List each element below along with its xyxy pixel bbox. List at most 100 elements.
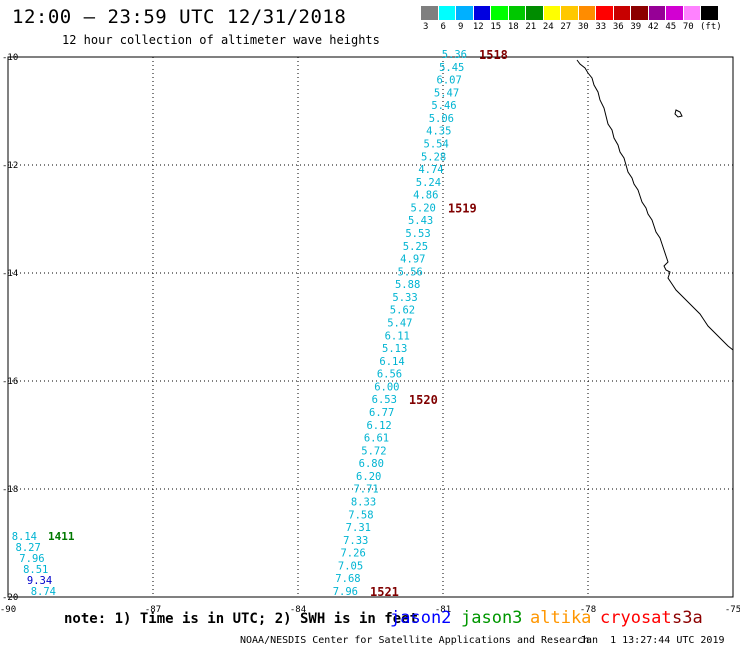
legend-bin-label: 45 bbox=[665, 22, 677, 32]
swh-value: 5.56 bbox=[398, 266, 423, 278]
swh-value: 4.35 bbox=[426, 126, 451, 138]
legend-swatch bbox=[631, 6, 649, 20]
legend-swatch bbox=[473, 6, 491, 20]
legend-bin-label: 27 bbox=[560, 22, 572, 32]
swh-value: 6.80 bbox=[359, 458, 384, 470]
legend-bin-label: 42 bbox=[647, 22, 659, 32]
legend-bin-label: 30 bbox=[577, 22, 589, 32]
swh-value: 8.51 bbox=[23, 564, 48, 576]
swh-value: 6.20 bbox=[356, 471, 381, 483]
legend-swatch bbox=[596, 6, 614, 20]
legend-swatch bbox=[543, 6, 561, 20]
legend-bin-label: 70 bbox=[682, 22, 694, 32]
y-tick-label: -12 bbox=[2, 161, 18, 171]
track-main: 5.365.456.075.475.465.064.355.545.284.74… bbox=[333, 48, 508, 599]
y-tick-label: -14 bbox=[2, 269, 18, 279]
pass-time-label: 1520 bbox=[409, 393, 438, 407]
legend-bin-label: 18 bbox=[507, 22, 519, 32]
x-tick-label: -78 bbox=[580, 605, 596, 615]
legend-swatch bbox=[508, 6, 526, 20]
swh-value: 6.53 bbox=[372, 394, 397, 406]
swh-value: 5.25 bbox=[403, 241, 428, 253]
legend-swatch bbox=[683, 6, 701, 20]
swh-value: 5.20 bbox=[411, 202, 436, 214]
swh-value: 6.56 bbox=[377, 369, 402, 381]
legend-swatch bbox=[578, 6, 596, 20]
swh-value: 6.00 bbox=[374, 381, 399, 393]
satellite-jason3: jason3 bbox=[461, 608, 523, 628]
swh-value: 5.47 bbox=[434, 87, 459, 99]
x-tick-label: -90 bbox=[0, 605, 16, 615]
swh-value: 5.46 bbox=[431, 100, 456, 112]
legend-bin-label: 9 bbox=[458, 22, 464, 32]
y-tick-label: -16 bbox=[2, 377, 18, 387]
legend-bin-label: 3 bbox=[423, 22, 429, 32]
x-tick-label: -84 bbox=[290, 605, 306, 615]
x-tick-label: -81 bbox=[435, 605, 451, 615]
swh-value: 5.28 bbox=[421, 151, 446, 163]
pass-time-label: 1411 bbox=[48, 530, 75, 543]
satellite-s3a: s3a bbox=[672, 608, 703, 628]
swh-value: 6.77 bbox=[369, 407, 394, 419]
pass-time-label: 1521 bbox=[370, 585, 399, 599]
swh-value: 5.53 bbox=[405, 228, 430, 240]
legend-swatch bbox=[421, 6, 439, 20]
legend-bin-label: 12 bbox=[472, 22, 484, 32]
map-title: 12:00 – 23:59 UTC 12/31/2018 bbox=[12, 6, 347, 28]
legend-bin-label: 36 bbox=[612, 22, 624, 32]
legend-unit-label: (ft) bbox=[700, 22, 722, 32]
x-tick-label: -87 bbox=[145, 605, 161, 615]
legend-swatch bbox=[438, 6, 456, 20]
swh-value: 9.34 bbox=[27, 575, 52, 587]
footer-note: note: 1) Time is in UTC; 2) SWH is in fe… bbox=[64, 611, 419, 627]
swh-value: 7.68 bbox=[335, 573, 360, 585]
swh-value: 8.33 bbox=[351, 497, 376, 509]
swh-value: 4.86 bbox=[413, 190, 438, 202]
swh-value: 5.13 bbox=[382, 343, 407, 355]
swh-value: 4.74 bbox=[418, 164, 443, 176]
legend-swatch bbox=[526, 6, 544, 20]
coastline bbox=[576, 59, 734, 351]
y-tick-label: -18 bbox=[2, 485, 18, 495]
island-outline bbox=[674, 109, 683, 118]
swh-value: 5.88 bbox=[395, 279, 420, 291]
swh-value: 6.12 bbox=[366, 420, 391, 432]
swh-value: 7.71 bbox=[353, 484, 378, 496]
track-west: 8.148.277.968.519.348.74 1411 bbox=[12, 530, 75, 598]
satellite-altika: altika bbox=[530, 608, 592, 628]
swh-value: 7.33 bbox=[343, 535, 368, 547]
satellite-jason2: jason2 bbox=[390, 608, 452, 628]
legend-swatch bbox=[701, 6, 719, 20]
map-frame bbox=[7, 56, 734, 598]
legend-bin-label: 33 bbox=[595, 22, 607, 32]
legend-bin-label: 24 bbox=[542, 22, 554, 32]
legend-bin-label: 15 bbox=[490, 22, 502, 32]
swh-value: 8.14 bbox=[12, 531, 37, 543]
swh-value: 7.31 bbox=[346, 522, 371, 534]
swh-value: 7.26 bbox=[340, 548, 365, 560]
swh-value: 4.97 bbox=[400, 254, 425, 266]
satellite-cryosat: cryosat bbox=[600, 608, 672, 628]
grid-lines bbox=[7, 56, 734, 598]
map-subtitle: 12 hour collection of altimeter wave hei… bbox=[62, 33, 380, 47]
swh-value: 8.27 bbox=[16, 542, 41, 554]
y-tick-label: -20 bbox=[2, 593, 18, 603]
swh-value: 6.11 bbox=[385, 330, 410, 342]
pass-time-label: 1518 bbox=[479, 48, 508, 62]
swh-value: 5.43 bbox=[408, 215, 433, 227]
swh-value: 5.54 bbox=[424, 139, 449, 151]
swh-value: 5.06 bbox=[429, 113, 454, 125]
pass-time-label: 1519 bbox=[448, 201, 477, 215]
swh-value: 7.05 bbox=[338, 560, 363, 572]
swh-value: 5.36 bbox=[442, 49, 467, 61]
swh-value: 6.14 bbox=[379, 356, 404, 368]
credit-line: NOAA/NESDIS Center for Satellite Applica… bbox=[240, 635, 590, 646]
legend-swatch bbox=[561, 6, 579, 20]
legend-bin-label: 21 bbox=[525, 22, 537, 32]
legend-bin-label: 6 bbox=[440, 22, 446, 32]
swh-value: 7.58 bbox=[348, 509, 373, 521]
swh-value: 5.33 bbox=[392, 292, 417, 304]
swh-value: 5.72 bbox=[361, 445, 386, 457]
axis-labels: -90 -87 -84 -81 -78 -75 -10 -12 -14 -16 -18 -20 bbox=[0, 53, 740, 615]
